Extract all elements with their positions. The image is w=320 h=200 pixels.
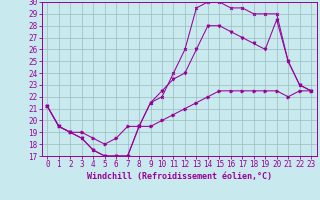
X-axis label: Windchill (Refroidissement éolien,°C): Windchill (Refroidissement éolien,°C) bbox=[87, 172, 272, 181]
